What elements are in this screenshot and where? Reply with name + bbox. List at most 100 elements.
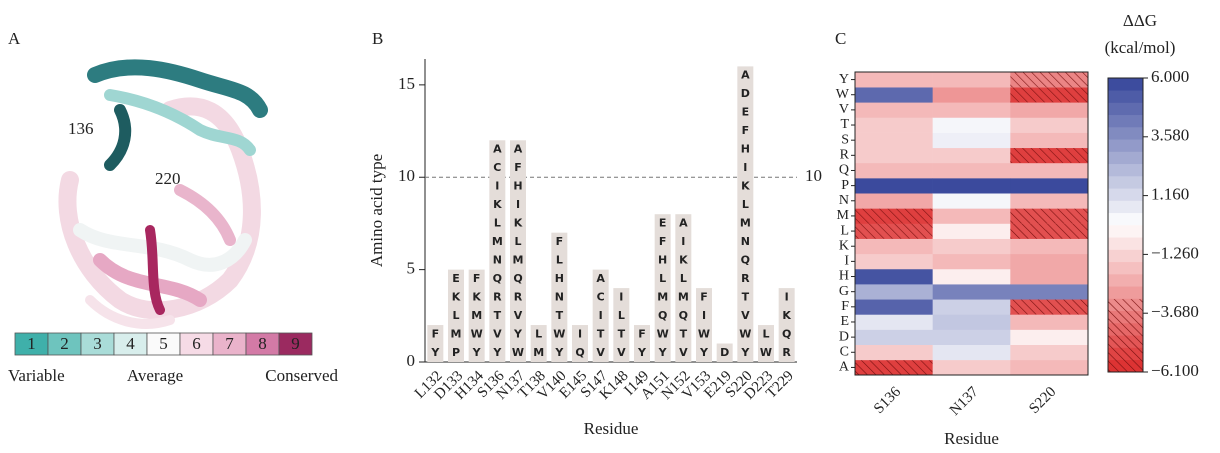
row-label: V bbox=[839, 102, 849, 117]
hatch bbox=[1010, 224, 1088, 239]
bar-letter: Q bbox=[658, 309, 667, 322]
colorbar-step bbox=[1108, 201, 1143, 214]
hatch bbox=[1010, 87, 1088, 102]
bar-letter: M bbox=[740, 216, 751, 229]
colorbar-unit: (kcal/mol) bbox=[1105, 38, 1176, 57]
colorbar-tick-label: −6.100 bbox=[1151, 361, 1199, 380]
scale-value: 6 bbox=[192, 334, 201, 353]
colorbar-step bbox=[1108, 139, 1143, 152]
colorbar-tick-label: −3.680 bbox=[1151, 302, 1199, 321]
bar-letter: I bbox=[619, 290, 623, 303]
bar-letter: K bbox=[493, 198, 502, 211]
heatmap-cell bbox=[933, 102, 1011, 117]
scale-value: 2 bbox=[60, 334, 69, 353]
bar-letter: M bbox=[657, 290, 668, 303]
bar-letter: V bbox=[514, 309, 523, 322]
bar-letter: K bbox=[472, 290, 481, 303]
bar-letter: N bbox=[741, 235, 750, 248]
colorbar-step bbox=[1108, 90, 1143, 103]
bar-letter: Y bbox=[472, 346, 482, 359]
heatmap-cell bbox=[933, 163, 1011, 178]
colorbar-step bbox=[1108, 274, 1143, 287]
bar-letter: V bbox=[679, 346, 688, 359]
colorbar-tick-label: 6.000 bbox=[1151, 67, 1189, 86]
panel-label: C bbox=[835, 29, 846, 48]
heatmap-cell bbox=[1010, 330, 1088, 345]
heatmap-cell bbox=[1010, 239, 1088, 254]
bar-letter: N bbox=[555, 290, 564, 303]
bar-letter: N bbox=[493, 253, 502, 266]
bar-letter: Y bbox=[699, 346, 709, 359]
bar-letter: L bbox=[659, 272, 666, 285]
heatmap-cell bbox=[1010, 254, 1088, 269]
bar-letter: I bbox=[495, 179, 499, 192]
bar-letter: H bbox=[741, 143, 750, 156]
scale-label: Variable bbox=[8, 366, 65, 385]
bar-letter: F bbox=[700, 290, 708, 303]
panel-label: A bbox=[8, 29, 21, 48]
colorbar-tick-label: 1.160 bbox=[1151, 185, 1189, 204]
x-tick-label: S220 bbox=[1026, 384, 1059, 417]
heatmap-cell bbox=[933, 224, 1011, 239]
colorbar-step bbox=[1108, 262, 1143, 275]
bar-letter: Q bbox=[679, 309, 688, 322]
scale-value: 1 bbox=[27, 334, 36, 353]
bar-letter: Q bbox=[782, 327, 791, 340]
heatmap-cell bbox=[855, 345, 933, 360]
bar-letter: C bbox=[597, 290, 605, 303]
hatch bbox=[1010, 208, 1088, 223]
bar-letter: A bbox=[493, 143, 502, 156]
protein-structure bbox=[67, 67, 260, 324]
bar-letter: T bbox=[680, 327, 688, 340]
row-label: Y bbox=[839, 72, 849, 87]
heatmap-cell bbox=[933, 345, 1011, 360]
heatmap-cell bbox=[1010, 117, 1088, 132]
colorbar-step bbox=[1108, 237, 1143, 250]
row-label: G bbox=[839, 284, 849, 299]
heatmap-cell bbox=[855, 163, 933, 178]
bar-letter: H bbox=[555, 272, 564, 285]
row-label: Q bbox=[839, 163, 849, 178]
heatmap-cell bbox=[933, 148, 1011, 163]
bar-letter: E bbox=[742, 106, 750, 119]
bar-letter: W bbox=[739, 327, 751, 340]
y-tick-label: 5 bbox=[407, 259, 416, 278]
row-label: T bbox=[840, 117, 849, 132]
hatch bbox=[855, 224, 933, 239]
bar-letter: Y bbox=[554, 346, 564, 359]
heatmap-cell bbox=[1010, 178, 1088, 193]
figure: A136220123456789VariableAverageConserved… bbox=[0, 0, 1220, 453]
bar-letter: Q bbox=[493, 272, 502, 285]
y-tick-label: 10 bbox=[398, 166, 415, 185]
bar-letter: V bbox=[493, 327, 502, 340]
bar-letter: R bbox=[514, 290, 523, 303]
heatmap-cell bbox=[855, 314, 933, 329]
heatmap-cell bbox=[1010, 314, 1088, 329]
bar-letter: L bbox=[494, 216, 501, 229]
bar-letter: F bbox=[742, 124, 750, 137]
colorbar-step bbox=[1108, 78, 1143, 91]
bar-letter: F bbox=[556, 235, 564, 248]
scale-value: 5 bbox=[159, 334, 168, 353]
colorbar-step bbox=[1108, 103, 1143, 116]
colorbar-step bbox=[1108, 213, 1143, 226]
heatmap-cell bbox=[1010, 163, 1088, 178]
bar-letter: T bbox=[618, 327, 626, 340]
bar-letter: W bbox=[512, 346, 524, 359]
bar-letter: W bbox=[471, 327, 483, 340]
scale-value: 4 bbox=[126, 334, 135, 353]
bar-letter: R bbox=[782, 346, 791, 359]
bar-letter: L bbox=[680, 272, 687, 285]
bar-letter: K bbox=[679, 253, 688, 266]
heatmap-cell bbox=[1010, 102, 1088, 117]
bar-letter: T bbox=[494, 309, 502, 322]
colorbar-tick-label: 3.580 bbox=[1151, 126, 1189, 145]
bar-letter: L bbox=[742, 198, 749, 211]
colorbar-hatch bbox=[1108, 299, 1143, 372]
heatmap-cell bbox=[933, 193, 1011, 208]
bar-letter: Y bbox=[513, 327, 523, 340]
bar-letter: M bbox=[513, 253, 524, 266]
bar-letter: H bbox=[513, 179, 522, 192]
bar-letter: I bbox=[681, 235, 685, 248]
bar-letter: D bbox=[741, 87, 750, 100]
